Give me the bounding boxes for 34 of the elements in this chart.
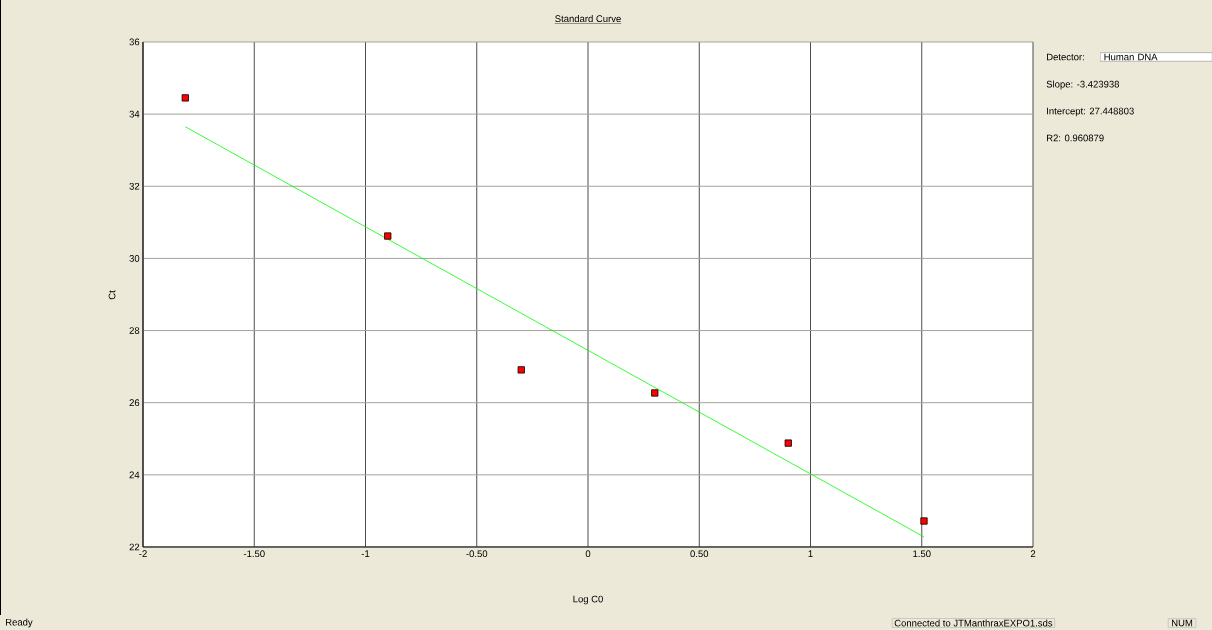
point (517, 366, 525, 374)
y-axis-title: Ct (108, 290, 116, 300)
text: Slope: -3.423938 (1046, 80, 1120, 90)
point (384, 232, 392, 240)
point (784, 439, 792, 447)
y-tick-label: 36 (129, 38, 140, 46)
y-tick-label: 26 (129, 399, 140, 407)
x-tick-label: 1.50 (913, 550, 931, 558)
text: Connected to JTManthraxEXPO1.sds (894, 619, 1053, 627)
y-tick-label: 30 (129, 255, 140, 262)
x-tick-label: -1.50 (243, 550, 265, 558)
x-tick-label: 1 (808, 550, 813, 557)
point (651, 389, 659, 397)
y-tick-label: 28 (129, 327, 140, 334)
y-tick-label: 34 (129, 110, 140, 118)
x-axis-title: Log C0 (573, 595, 603, 605)
chart-title: Standard Curve (555, 15, 621, 23)
text: NUM (1172, 619, 1193, 627)
text: Human DNA (1104, 53, 1158, 61)
point (920, 517, 928, 525)
x-tick-label: 0 (585, 550, 591, 558)
text: Intercept: 27.448803 (1047, 107, 1134, 117)
point (181, 94, 189, 102)
y-tick-label: 24 (129, 471, 140, 479)
text: Ready (5, 618, 33, 628)
x-tick-label: 0.50 (690, 550, 709, 558)
text: Detector: (1047, 53, 1084, 61)
text: R2: 0.960879 (1047, 134, 1104, 142)
y-tick-label: 22 (129, 543, 140, 551)
x-tick-label: 2 (1030, 550, 1036, 557)
x-tick-label: -2 (139, 550, 147, 557)
x-tick-label: -0.50 (466, 550, 488, 558)
x-tick-label: -1 (361, 550, 370, 557)
y-tick-label: 32 (129, 182, 140, 190)
